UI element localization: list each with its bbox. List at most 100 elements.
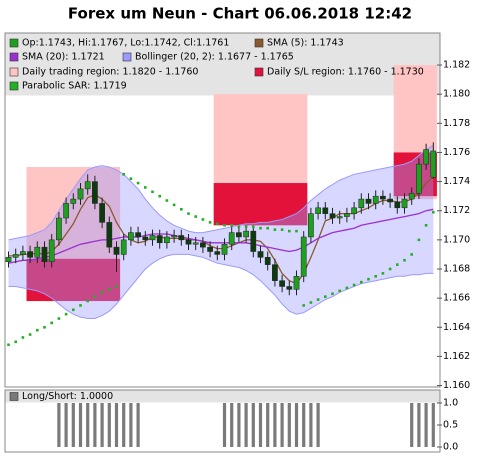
candle-body [106,222,113,248]
candle-body [358,198,365,209]
sar-dot [280,228,284,231]
sar-dot [295,229,298,233]
y-tick-label: 1.180 [443,89,470,100]
legend-label: Bollinger (20, 2): 1.1677 - 1.1765 [135,52,294,63]
sar-dot [381,272,385,275]
legend-swatch [9,392,19,401]
legend-background [5,33,440,96]
y-tick-label: 1.182 [443,60,470,71]
sar-dot [28,333,32,336]
candle-body [63,203,69,219]
sar-dot [50,321,53,325]
candle-body [250,230,257,252]
candle-body [423,149,429,165]
candle-body [430,150,437,178]
candle-body [293,276,300,290]
bar [244,403,248,447]
bar [309,403,313,447]
candle-body [77,188,84,200]
sar-dot [100,291,104,294]
y-tick-label: 1.174 [443,176,470,187]
sub-legend-background [5,390,440,403]
y-tick-label: 1.166 [443,293,470,304]
legend-label: Daily trading region: 1.1820 - 1.1760 [22,67,198,78]
candle-body [185,239,192,245]
candle-body [308,213,314,238]
candle-body [243,230,249,238]
sar-dot [165,199,169,202]
sar-dot [216,222,219,226]
candle-body [401,198,408,209]
y-tick-label: 0.0 [443,442,458,453]
sar-dot [432,210,435,214]
legend-label: Op:1.1743, Hi:1.1767, Lo:1.1742, Cl:1.17… [22,38,229,49]
band-fill [8,145,434,319]
bar [71,403,75,447]
y-tick-label: 1.160 [443,380,470,391]
sar-dot [158,194,161,198]
sar-dot [352,283,356,287]
candle-body [286,286,293,290]
sar-dot [338,289,341,293]
sar-dot [129,177,133,180]
legend-swatch [9,81,19,91]
legend-swatch [9,38,19,48]
legend-swatch [254,38,264,48]
y-tick-label: 1.162 [443,351,470,362]
candle-body [372,195,379,204]
candle-body [56,217,62,241]
candle-body [300,236,307,277]
sar-dot [388,267,392,271]
bar [258,403,263,447]
candle-body [228,232,235,245]
candle-body [264,257,271,265]
candle-body [380,195,386,200]
bar [100,403,104,447]
candle-body [92,181,98,204]
y-tick-label: 1.164 [443,322,470,333]
legend-swatch [9,52,19,62]
bar [122,403,126,447]
legend-swatch [122,52,132,62]
indicator-line [8,176,434,285]
sar-dot [316,298,320,301]
candle-body [142,236,149,241]
sar-dot [244,225,248,229]
region [26,258,121,302]
sar-dot [410,253,413,256]
candle-body [149,235,156,241]
indicator-line [8,208,434,264]
candle-body [207,246,213,252]
legend-swatch [9,67,19,77]
bar [64,403,68,447]
sar-dot [187,212,190,215]
bar [107,403,111,447]
legend-swatch [254,67,264,77]
bar [302,403,306,447]
candle-body [322,207,329,214]
sar-dot [115,285,118,288]
y-tick-label: 1.172 [443,205,470,216]
sar-dot [151,190,154,194]
bar [57,403,61,447]
candle-body [135,232,141,238]
candle-body [178,235,185,241]
sar-dot [79,304,82,307]
sar-dot [194,215,197,218]
bar [424,403,428,447]
bar [129,403,133,447]
sar-dot [417,238,421,242]
sar-dot [424,223,428,227]
candle-body [279,280,285,287]
band-upper [8,144,434,241]
sar-dot [43,325,46,329]
sar-dot [180,207,183,211]
bar [294,403,299,447]
sar-dot [21,336,25,339]
sar-dot [14,340,17,344]
candle-body [99,203,105,223]
legend-label: Long/Short: 1.0000 [22,391,113,402]
candle-body [315,207,321,214]
sar-dot [288,229,291,233]
candle-body [236,232,242,238]
